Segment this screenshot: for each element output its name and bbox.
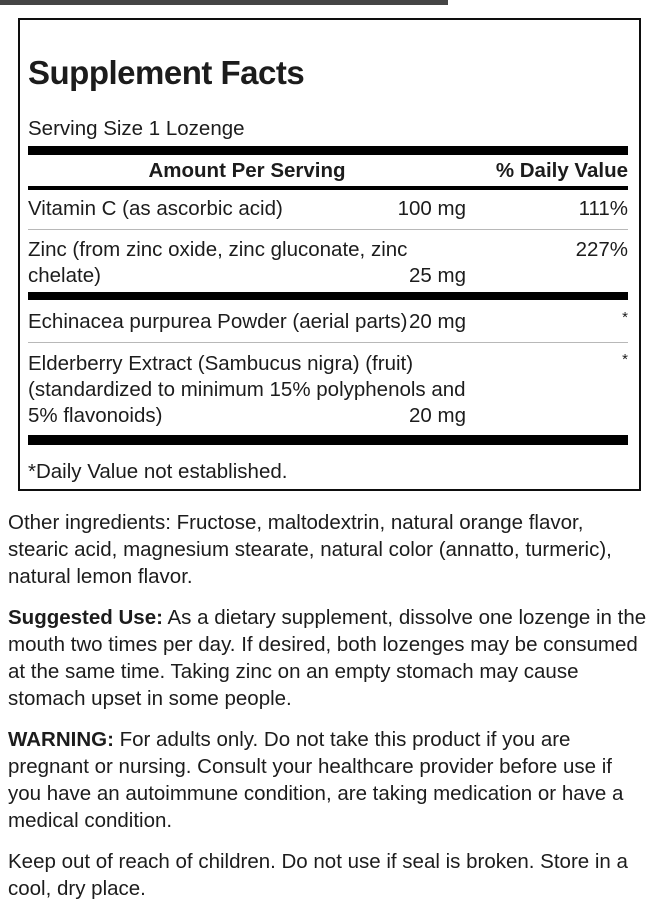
- table-row: Elderberry Extract (Sambucus nigra) (fru…: [28, 343, 628, 435]
- panel-title: Supplement Facts: [28, 54, 305, 91]
- label-body-text: Other ingredients: Fructose, maltodextri…: [8, 509, 658, 916]
- ingredient-name: Vitamin C (as ascorbic acid): [28, 197, 283, 220]
- ingredient-daily-value: 227%: [575, 238, 628, 261]
- warning-label: WARNING:: [8, 728, 114, 751]
- other-ingredients-paragraph: Other ingredients: Fructose, maltodextri…: [8, 509, 658, 590]
- ingredient-amount: 20 mg: [409, 404, 466, 427]
- daily-value-header: % Daily Value: [495, 159, 628, 182]
- ingredient-amount: 20 mg: [409, 310, 466, 333]
- ingredient-daily-value: *: [622, 309, 628, 326]
- table-header-row: Amount Per Serving % Daily Value: [28, 155, 628, 190]
- table-row: Echinacea purpurea Powder (aerial parts)…: [28, 300, 628, 343]
- table-row: Zinc (from zinc oxide, zinc gluconate, z…: [28, 230, 628, 292]
- serving-size-text: Serving Size 1 Lozenge: [28, 117, 245, 140]
- storage-text: Keep out of reach of children. Do not us…: [8, 850, 628, 900]
- ingredient-daily-value: 111%: [578, 197, 628, 220]
- heavy-rule-bottom: [28, 435, 628, 445]
- storage-paragraph: Keep out of reach of children. Do not us…: [8, 848, 658, 902]
- other-ingredients-text: Other ingredients: Fructose, maltodextri…: [8, 511, 612, 588]
- heavy-rule-top: [28, 146, 628, 155]
- scan-edge-mark: [0, 0, 448, 5]
- ingredient-name: Echinacea purpurea Powder (aerial parts): [28, 310, 408, 333]
- ingredient-daily-value: *: [622, 351, 628, 368]
- table-row: Vitamin C (as ascorbic acid) 100 mg 111%: [28, 190, 628, 230]
- suggested-use-label: Suggested Use:: [8, 606, 163, 629]
- ingredient-amount: 100 mg: [397, 197, 466, 220]
- ingredient-name: Elderberry Extract (Sambucus nigra) (fru…: [28, 352, 466, 427]
- amount-per-serving-header: Amount Per Serving: [148, 159, 346, 182]
- suggested-use-paragraph: Suggested Use: As a dietary supplement, …: [8, 604, 658, 712]
- heavy-rule-middle: [28, 292, 628, 300]
- warning-text: For adults only. Do not take this produc…: [8, 728, 624, 832]
- supplement-facts-panel: Supplement Facts Serving Size 1 Lozenge …: [18, 18, 641, 491]
- ingredient-name: Zinc (from zinc oxide, zinc gluconate, z…: [28, 238, 408, 287]
- warning-paragraph: WARNING: For adults only. Do not take th…: [8, 726, 658, 834]
- daily-value-footnote: *Daily Value not established.: [28, 460, 288, 483]
- suggested-use-text: As a dietary supplement, dissolve one lo…: [8, 606, 647, 710]
- ingredient-amount: 25 mg: [409, 264, 466, 287]
